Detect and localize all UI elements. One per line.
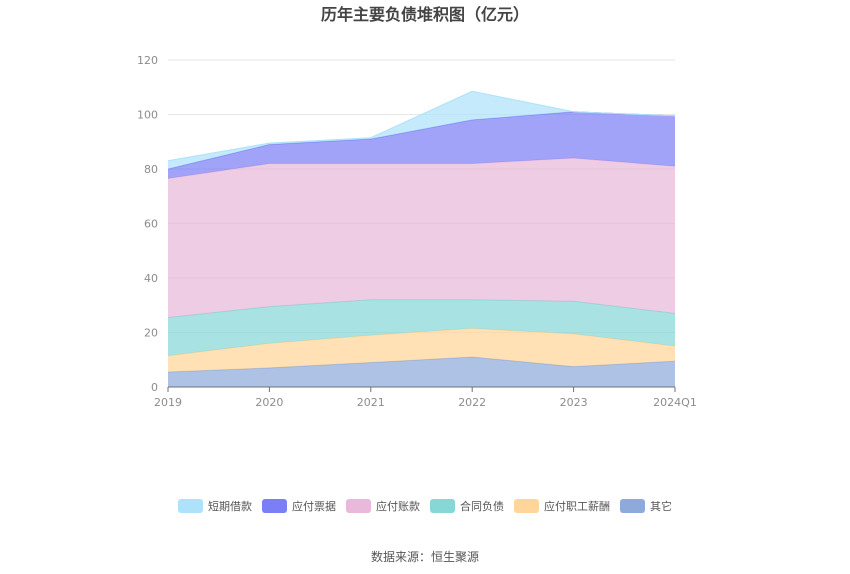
legend-swatch	[620, 499, 645, 513]
legend-item[interactable]: 应付票据	[262, 499, 336, 513]
legend-item[interactable]: 合同负债	[430, 499, 504, 513]
legend-item[interactable]: 应付职工薪酬	[514, 499, 610, 513]
area-5	[168, 111, 675, 179]
x-tick-label: 2022	[458, 396, 486, 409]
y-tick-label: 120	[137, 54, 158, 67]
legend-swatch	[514, 499, 539, 513]
legend-swatch	[262, 499, 287, 513]
x-tick-label: 2024Q1	[653, 396, 697, 409]
x-tick-label: 2023	[560, 396, 588, 409]
legend-item[interactable]: 应付账款	[346, 499, 420, 513]
chart-title: 历年主要负债堆积图（亿元）	[321, 5, 529, 24]
x-tick-label: 2019	[154, 396, 182, 409]
legend-item[interactable]: 其它	[620, 499, 672, 513]
y-tick-label: 80	[144, 163, 158, 176]
area-4	[168, 158, 675, 318]
data-source-note: 数据来源：恒生聚源	[371, 549, 479, 564]
y-tick-label: 0	[151, 381, 158, 394]
legend[interactable]: 短期借款 应付票据 应付账款 合同负债 应付职工薪酬 其它	[178, 499, 672, 513]
legend-label: 应付职工薪酬	[544, 499, 610, 513]
legend-swatch	[430, 499, 455, 513]
legend-swatch	[178, 499, 203, 513]
y-tick-label: 20	[144, 327, 158, 340]
x-tick-label: 2021	[357, 396, 385, 409]
x-tick-label: 2020	[255, 396, 283, 409]
area-edge-6	[167, 90, 676, 162]
legend-label: 应付账款	[376, 499, 420, 513]
area-series	[167, 90, 676, 387]
area-3	[168, 299, 675, 356]
legend-label: 合同负债	[460, 499, 504, 513]
legend-label: 应付票据	[292, 499, 336, 513]
legend-swatch	[346, 499, 371, 513]
y-tick-label: 100	[137, 109, 158, 122]
y-tick-label: 40	[144, 272, 158, 285]
area-2	[168, 328, 675, 372]
legend-item[interactable]: 短期借款	[178, 499, 252, 513]
legend-label: 短期借款	[208, 499, 252, 513]
legend-label: 其它	[650, 499, 672, 513]
axes: 2019 2020 2021 2022 2023 2024Q1	[154, 386, 697, 409]
y-tick-label: 60	[144, 218, 158, 231]
area-6	[168, 91, 675, 169]
